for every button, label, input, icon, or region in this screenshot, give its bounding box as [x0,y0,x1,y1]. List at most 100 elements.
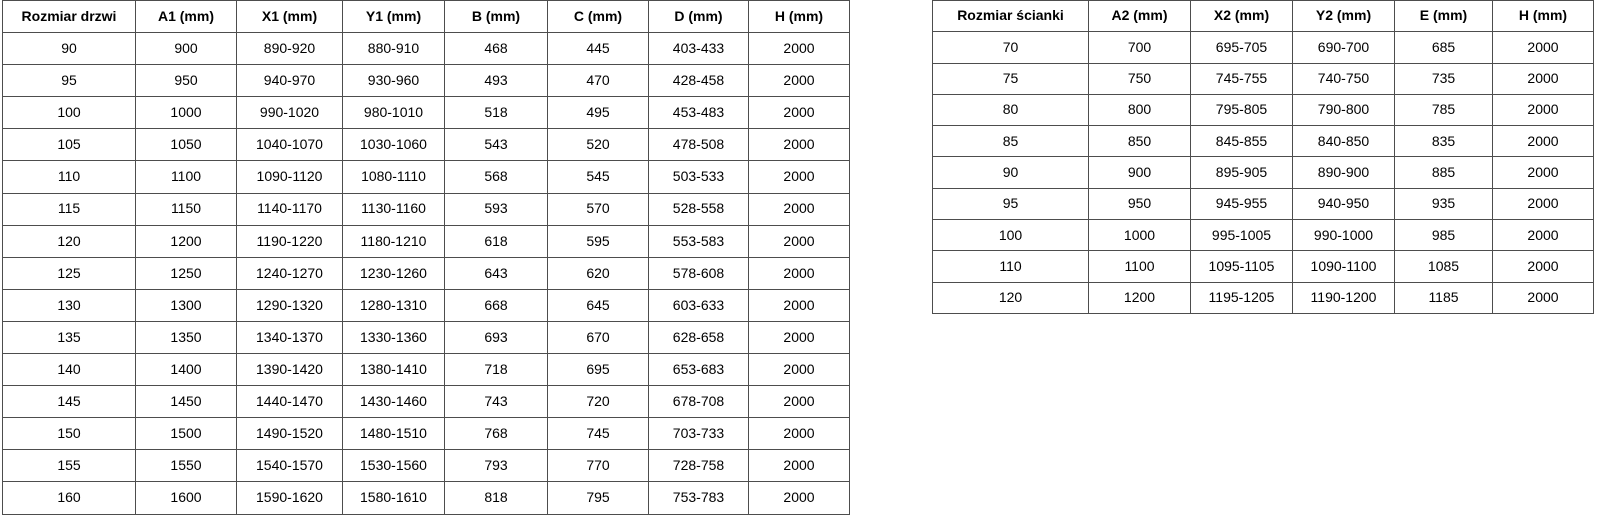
cell-h: 2000 [1492,281,1594,314]
cell-rozmiar-scianki: 85 [932,125,1089,158]
cell-y1: 980-1010 [342,96,445,130]
column-header-h: H (mm) [1492,0,1594,33]
cell-e: 685 [1394,31,1493,64]
cell-y2: 790-800 [1292,93,1395,127]
cell-b: 468 [444,32,548,66]
table-row: 80 800 795-805 790-800 785 2000 [932,93,1594,127]
cell-x2: 745-755 [1190,62,1293,95]
cell-x2: 895-905 [1190,156,1293,189]
cell-c: 620 [547,256,649,290]
table-row: 95 950 945-955 940-950 935 2000 [932,187,1594,221]
cell-h: 2000 [748,449,850,483]
cell-a1: 1450 [135,385,237,419]
column-header-x1: X1 (mm) [236,0,343,34]
cell-h: 2000 [748,224,850,258]
cell-h: 2000 [748,160,850,194]
cell-c: 445 [547,32,649,66]
cell-a1: 1350 [135,320,237,355]
cell-y1: 880-910 [342,32,445,66]
table-row: 160 1600 1590-1620 1580-1610 818 795 753… [2,481,850,515]
cell-b: 793 [444,449,548,483]
cell-d: 653-683 [648,353,749,387]
cell-a2: 950 [1088,187,1191,221]
cell-rozmiar-scianki: 70 [932,31,1089,64]
cell-h: 2000 [748,96,850,130]
table-row: 115 1150 1140-1170 1130-1160 593 570 528… [2,192,850,226]
table-row: 125 1250 1240-1270 1230-1260 643 620 578… [2,256,850,290]
cell-a2: 700 [1088,31,1191,64]
cell-rozmiar-drzwi: 125 [2,256,136,290]
wall-table-body: 70 700 695-705 690-700 685 2000 75 750 7… [932,31,1594,314]
table-row: 90 900 895-905 890-900 885 2000 [932,156,1594,189]
cell-b: 568 [444,160,548,194]
table-row: 140 1400 1390-1420 1380-1410 718 695 653… [2,353,850,387]
cell-rozmiar-scianki: 100 [932,219,1089,252]
table-row: 135 1350 1340-1370 1330-1360 693 670 628… [2,320,850,355]
cell-y1: 1530-1560 [342,449,445,483]
cell-b: 543 [444,128,548,162]
cell-a1: 1000 [135,96,237,130]
cell-rozmiar-drzwi: 100 [2,96,136,130]
cell-h: 2000 [748,256,850,290]
table-row: 100 1000 990-1020 980-1010 518 495 453-4… [2,96,850,130]
table-row: 100 1000 995-1005 990-1000 985 2000 [932,219,1594,252]
cell-x1: 1440-1470 [236,385,343,419]
cell-h: 2000 [748,192,850,226]
cell-b: 593 [444,192,548,226]
table-row: 105 1050 1040-1070 1030-1060 543 520 478… [2,128,850,162]
cell-y1: 1130-1160 [342,192,445,226]
cell-y2: 940-950 [1292,187,1395,221]
cell-a2: 750 [1088,62,1191,95]
cell-b: 718 [444,353,548,387]
cell-x2: 945-955 [1190,187,1293,221]
wall-table-head: Rozmiar ścianki A2 (mm) X2 (mm) Y2 (mm) … [932,0,1594,33]
cell-y1: 1280-1310 [342,288,445,322]
cell-h: 2000 [1492,93,1594,127]
cell-x1: 890-920 [236,32,343,66]
column-header-y1: Y1 (mm) [342,0,445,34]
cell-y2: 740-750 [1292,62,1395,95]
cell-d: 603-633 [648,288,749,322]
cell-d: 428-458 [648,64,749,98]
cell-a1: 1200 [135,224,237,258]
table-row: 85 850 845-855 840-850 835 2000 [932,125,1594,158]
cell-e: 1185 [1394,281,1493,314]
cell-c: 470 [547,64,649,98]
cell-a2: 1000 [1088,219,1191,252]
cell-b: 643 [444,256,548,290]
cell-y1: 930-960 [342,64,445,98]
cell-h: 2000 [1492,31,1594,64]
cell-h: 2000 [1492,156,1594,189]
cell-y1: 1080-1110 [342,160,445,194]
cell-rozmiar-drzwi: 135 [2,320,136,355]
cell-h: 2000 [1492,125,1594,158]
cell-x1: 1290-1320 [236,288,343,322]
cell-h: 2000 [1492,62,1594,95]
cell-e: 1085 [1394,250,1493,283]
cell-d: 453-483 [648,96,749,130]
cell-e: 985 [1394,219,1493,252]
cell-d: 553-583 [648,224,749,258]
wall-panel-size-table: Rozmiar ścianki A2 (mm) X2 (mm) Y2 (mm) … [932,0,1594,314]
column-header-x2: X2 (mm) [1190,0,1293,33]
cell-rozmiar-drzwi: 90 [2,32,136,66]
cell-a1: 1250 [135,256,237,290]
column-header-h: H (mm) [748,0,850,34]
cell-rozmiar-scianki: 80 [932,93,1089,127]
cell-h: 2000 [748,385,850,419]
cell-x1: 1040-1070 [236,128,343,162]
column-header-d: D (mm) [648,0,749,34]
cell-y1: 1480-1510 [342,417,445,451]
cell-b: 693 [444,320,548,355]
cell-e: 885 [1394,156,1493,189]
cell-c: 570 [547,192,649,226]
cell-d: 753-783 [648,481,749,515]
column-header-c: C (mm) [547,0,649,34]
cell-a1: 1300 [135,288,237,322]
cell-rozmiar-drzwi: 155 [2,449,136,483]
cell-y2: 690-700 [1292,31,1395,64]
table-row: 75 750 745-755 740-750 735 2000 [932,62,1594,95]
cell-x1: 940-970 [236,64,343,98]
cell-x2: 695-705 [1190,31,1293,64]
